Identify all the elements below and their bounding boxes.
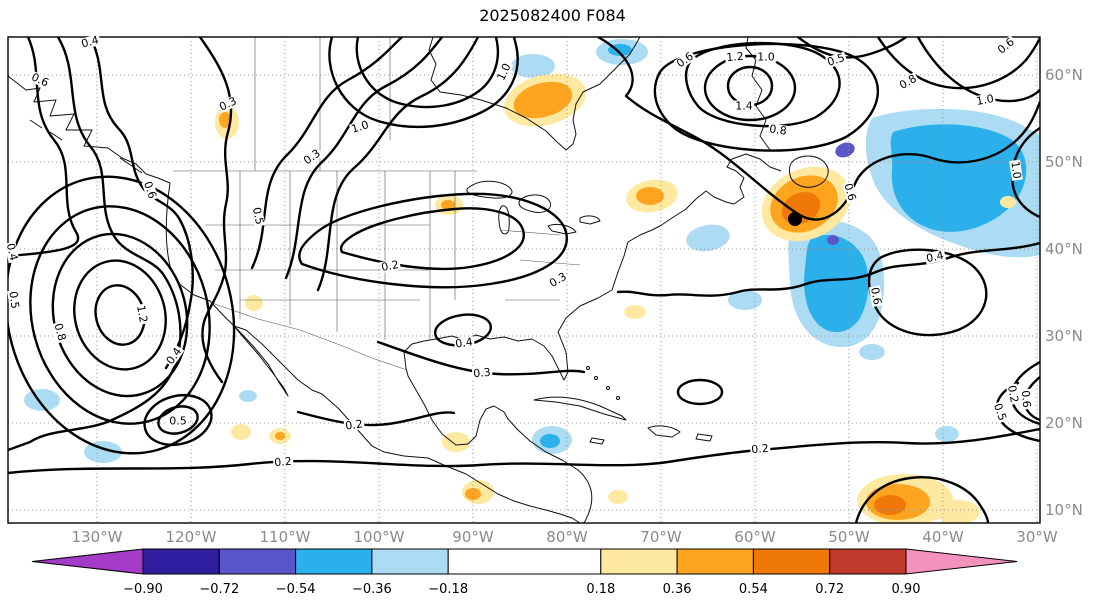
lon-tick-label: 70°W bbox=[640, 528, 682, 546]
shaded-anomaly-fills bbox=[24, 39, 1040, 523]
figure-title: 2025082400 F084 bbox=[479, 6, 626, 25]
lat-tick-label: 60°N bbox=[1045, 66, 1083, 84]
lat-tick-label: 30°N bbox=[1045, 327, 1083, 345]
lon-tick-label: 30°W bbox=[1016, 528, 1058, 546]
colorbar-right-arrow bbox=[905, 548, 1018, 575]
colorbar-segment bbox=[752, 548, 831, 575]
contour-label: 0.2 bbox=[749, 441, 771, 457]
contour-label: 0.6 bbox=[1018, 388, 1034, 410]
lon-tick-label: 50°W bbox=[828, 528, 870, 546]
contour-label: 0.2 bbox=[272, 454, 294, 470]
contour-label: 0.2 bbox=[1005, 383, 1021, 405]
colorbar-tick-label: −0.72 bbox=[199, 582, 240, 597]
colorbar-tick-label: −0.90 bbox=[123, 582, 163, 597]
lat-tick-label: 50°N bbox=[1045, 153, 1083, 171]
lon-tick-label: 110°W bbox=[259, 528, 311, 546]
colorbar-tick-label: 0.72 bbox=[815, 582, 845, 597]
lon-tick-label: 120°W bbox=[165, 528, 217, 546]
contour-label: 1.0 bbox=[974, 92, 996, 108]
contour-label: 0.6 bbox=[868, 285, 884, 307]
colorbar-tick-label: 0.36 bbox=[662, 582, 692, 597]
point-marker bbox=[788, 212, 802, 226]
colorbar-tick-label: −0.54 bbox=[275, 582, 316, 597]
contour-label: 0.8 bbox=[767, 122, 789, 138]
contour-label: 0.5 bbox=[6, 289, 22, 311]
contour-label: 0.2 bbox=[379, 258, 401, 274]
contour-label: 0.3 bbox=[471, 365, 493, 381]
lon-tick-label: 130°W bbox=[71, 528, 123, 546]
contour-label: 1.0 bbox=[756, 50, 776, 64]
contour-label: 0.2 bbox=[343, 417, 365, 433]
coastlines bbox=[8, 37, 829, 523]
colorbar-segment bbox=[218, 548, 297, 575]
colorbar-left-arrow bbox=[31, 548, 144, 575]
colorbar-segment bbox=[142, 548, 220, 575]
colorbar-segment bbox=[295, 548, 373, 575]
lon-tick-label: 40°W bbox=[922, 528, 964, 546]
colorbar-tick-label: −0.36 bbox=[351, 582, 392, 597]
contour-label: 1.0 bbox=[1008, 159, 1024, 181]
colorbar-tick-label: 0.90 bbox=[891, 582, 921, 597]
lat-tick-label: 10°N bbox=[1045, 501, 1083, 519]
lon-tick-label: 90°W bbox=[452, 528, 494, 546]
colorbar-tick-label: 0.18 bbox=[586, 582, 616, 597]
colorbar-segment bbox=[447, 548, 602, 575]
contour-label: 0.5 bbox=[249, 205, 267, 227]
lon-tick-label: 100°W bbox=[353, 528, 405, 546]
colorbar-segment bbox=[829, 548, 907, 575]
contour-label: 1.4 bbox=[734, 99, 754, 113]
lat-tick-label: 40°N bbox=[1045, 240, 1083, 258]
contour-label: 0.4 bbox=[453, 335, 475, 351]
graticule-grid bbox=[8, 37, 1040, 523]
contour-label: 0.5 bbox=[168, 414, 188, 428]
lon-tick-label: 60°W bbox=[734, 528, 776, 546]
black-dot-marker bbox=[788, 212, 802, 226]
colorbar-segment bbox=[371, 548, 449, 575]
map-frame bbox=[7, 36, 1041, 524]
contour-label: 1.2 bbox=[724, 49, 746, 65]
contour-label: 1.2 bbox=[134, 303, 150, 325]
lon-tick-label: 80°W bbox=[546, 528, 588, 546]
colorbar-tick-label: −0.18 bbox=[428, 582, 469, 597]
line-contours bbox=[8, 37, 1040, 523]
contour-label: 0.4 bbox=[3, 241, 21, 263]
colorbar-segment bbox=[600, 548, 678, 575]
lat-tick-label: 20°N bbox=[1045, 414, 1083, 432]
colorbar-tick-label: 0.54 bbox=[738, 582, 768, 597]
state-borders bbox=[173, 37, 581, 371]
colorbar-segment bbox=[676, 548, 754, 575]
colorbar bbox=[31, 548, 1018, 575]
